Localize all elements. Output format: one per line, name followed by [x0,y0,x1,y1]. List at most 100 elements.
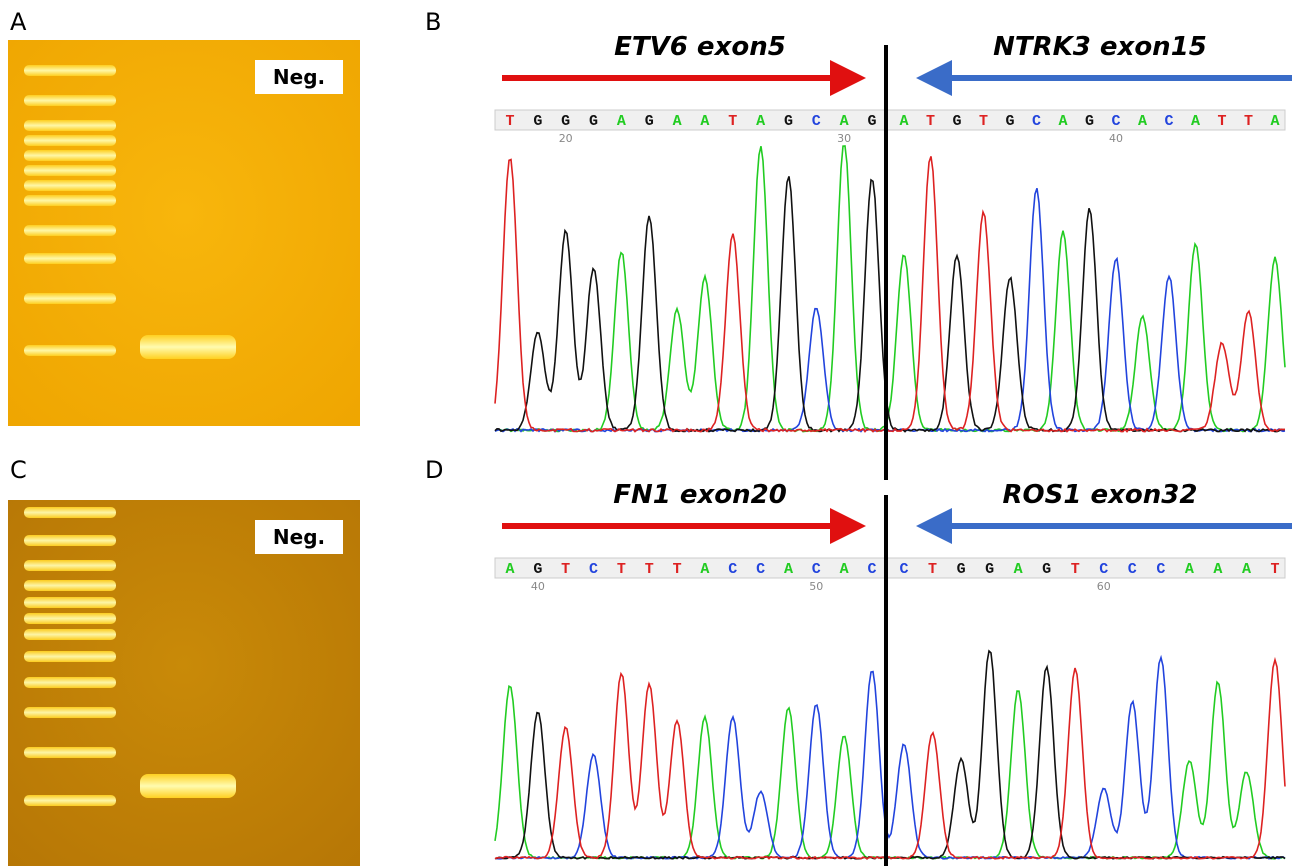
gene-label: ROS1 exon32 [1003,480,1198,510]
base-call: C [1032,113,1041,130]
base-call: A [617,113,626,130]
ladder-band [24,747,116,758]
sample-band [140,335,236,359]
base-call: A [505,561,514,578]
base-call: T [561,561,570,578]
base-call: T [1244,113,1253,130]
ladder-band [24,345,116,356]
base-call: C [812,561,821,578]
base-call: G [1005,113,1014,130]
ladder-band [24,225,116,236]
ladder-band [24,507,116,518]
neg-label: Neg. [273,525,325,549]
base-call: T [673,561,682,578]
panel-label: B [425,8,441,36]
base-call: A [1242,561,1251,578]
base-call: G [784,113,793,130]
ladder-band [24,580,116,591]
base-call: G [985,561,994,578]
base-call: A [784,561,793,578]
base-call: A [1058,113,1067,130]
neg-label: Neg. [273,65,325,89]
base-call: G [1085,113,1094,130]
base-call: C [1128,561,1137,578]
ladder-band [24,795,116,806]
base-call: T [1270,561,1279,578]
panel-label: C [10,456,27,484]
sequence-strip [494,557,1286,579]
base-call: G [561,113,570,130]
ruler-label: 50 [809,580,823,593]
panel-label: D [425,456,443,484]
gene-label: NTRK3 exon15 [993,32,1207,62]
gene-label: ETV6 exon5 [614,32,786,62]
trace [494,654,1286,860]
ruler-label: 40 [531,580,545,593]
base-call: C [867,561,876,578]
base-call: A [756,113,765,130]
base-call: A [1185,561,1194,578]
base-call: C [1164,113,1173,130]
ladder-band [24,613,116,624]
base-call: T [926,113,935,130]
base-call: T [505,113,514,130]
base-call: T [1217,113,1226,130]
trace [494,656,1286,860]
base-call: A [1191,113,1200,130]
base-call: C [1156,561,1165,578]
ladder-band [24,150,116,161]
base-call: G [957,561,966,578]
base-call: T [728,113,737,130]
ladder-band [24,253,116,264]
neg-box [255,520,343,554]
base-call: T [645,561,654,578]
ladder-band [24,195,116,206]
ladder-band [24,293,116,304]
base-call: A [700,561,709,578]
neg-box [255,60,343,94]
base-call: C [728,561,737,578]
ladder-band [24,707,116,718]
ladder-band [24,95,116,106]
base-call: G [589,113,598,130]
base-call: G [533,113,542,130]
base-call: T [617,561,626,578]
ladder-band [24,560,116,571]
base-call: C [899,561,908,578]
panel-label: A [10,8,27,36]
ladder-band [24,597,116,608]
base-call: A [1138,113,1147,130]
base-call: A [1270,113,1279,130]
ruler-label: 20 [559,132,573,145]
gene-label: FN1 exon20 [613,480,787,510]
trace [494,145,1286,433]
base-call: A [840,113,849,130]
ladder-band [24,120,116,131]
base-call: C [1111,113,1120,130]
ladder-band [24,135,116,146]
trace [494,187,1286,433]
base-call: A [700,113,709,130]
ladder-band [24,65,116,76]
ladder-band [24,535,116,546]
ladder-band [24,165,116,176]
base-call: G [533,561,542,578]
base-call: A [673,113,682,130]
ladder-band [24,629,116,640]
base-call: T [1071,561,1080,578]
trace [494,156,1285,433]
base-call: G [1042,561,1051,578]
base-call: C [589,561,598,578]
ladder-band [24,180,116,191]
ruler-label: 60 [1097,580,1111,593]
ruler-label: 40 [1109,132,1123,145]
base-call: T [928,561,937,578]
base-call: A [1014,561,1023,578]
base-call: C [812,113,821,130]
base-call: T [979,113,988,130]
trace [494,176,1286,433]
ruler-label: 30 [837,132,851,145]
base-call: A [1213,561,1222,578]
